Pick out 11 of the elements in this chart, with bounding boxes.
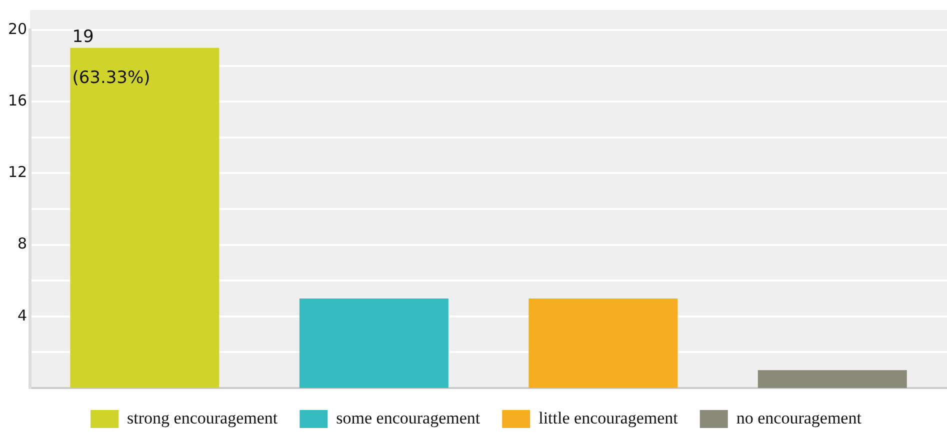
legend-label: no encouragement [736,408,862,428]
y-tick-label: 16 [8,91,28,110]
y-tick-label: 12 [8,163,28,182]
legend-label: strong encouragement [127,408,278,428]
data-label: 19 [72,26,94,47]
y-tick-label: 8 [18,234,28,253]
y-tick-label: 20 [8,20,28,38]
legend-label: little encouragement [538,408,678,428]
y-tick-label: 4 [18,306,28,324]
legend-label: some encouragement [336,408,480,428]
annotation: (63.33%) [72,68,150,88]
